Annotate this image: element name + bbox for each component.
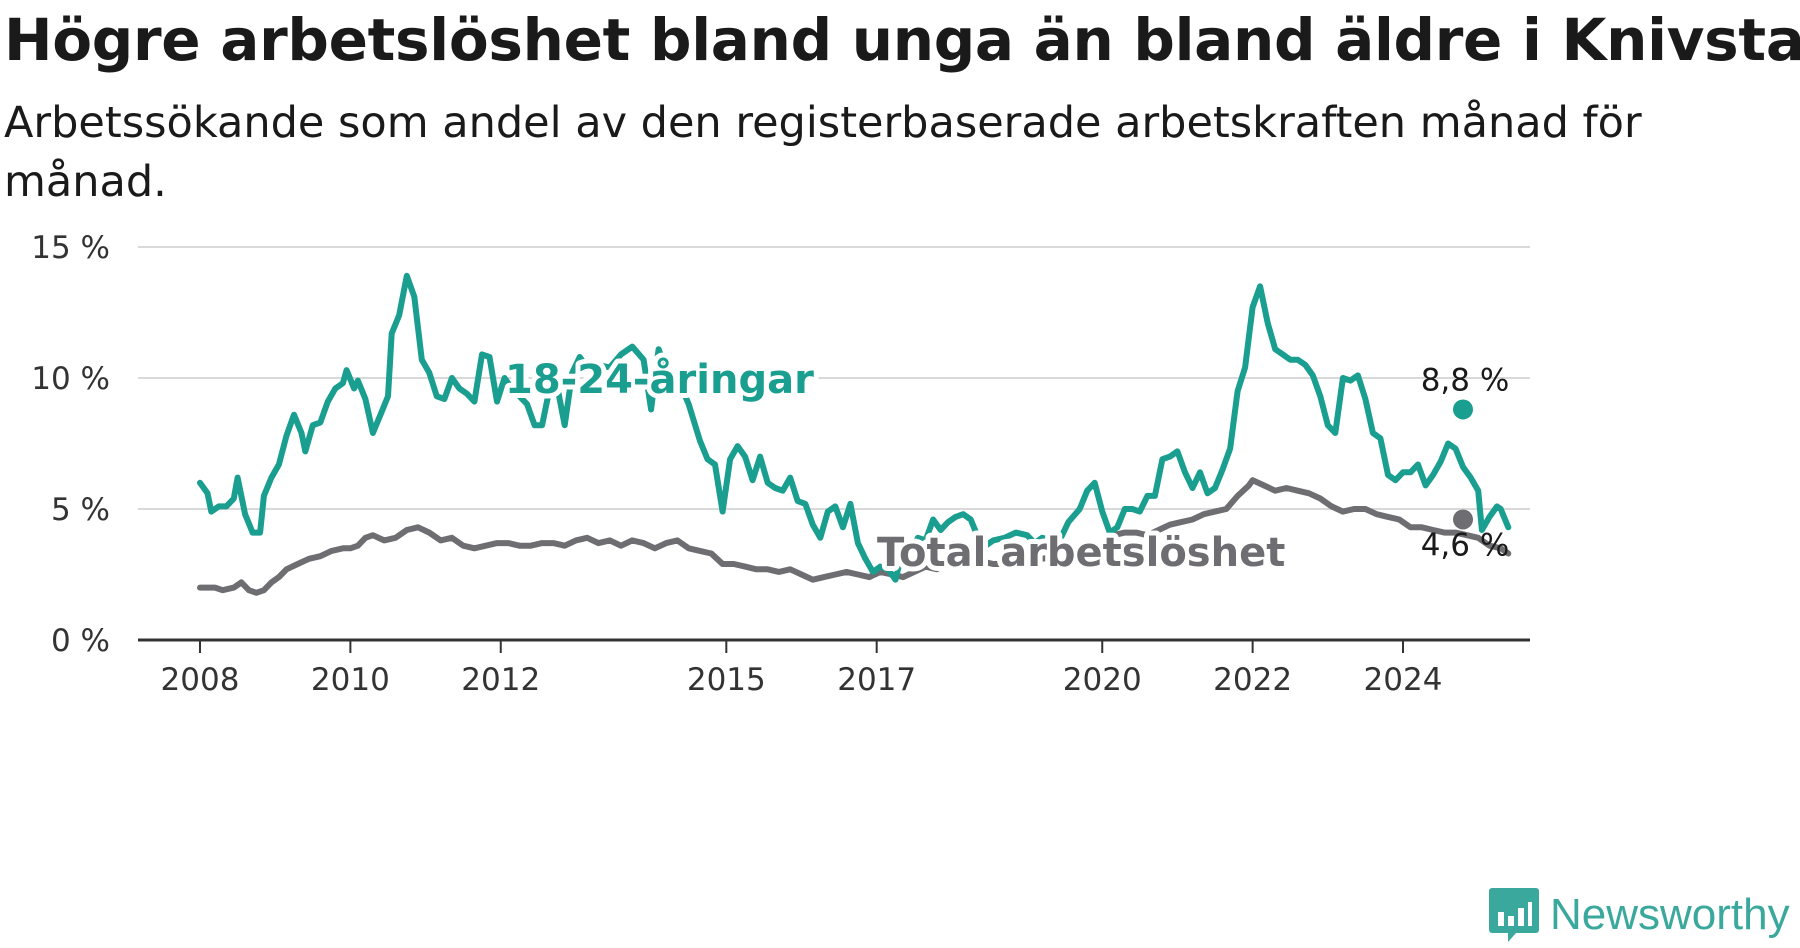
y-tick-label: 0 %: [51, 623, 110, 659]
series-line: [197, 477, 1512, 596]
brand-name: Newsworthy: [1550, 890, 1790, 939]
y-tick-label: 10 %: [31, 361, 110, 397]
x-tick-label: 2024: [1364, 662, 1443, 698]
y-tick-label: 15 %: [31, 230, 110, 266]
y-tick-label: 5 %: [51, 492, 110, 528]
page-title: Högre arbetslöshet bland unga än bland ä…: [4, 6, 1800, 74]
brand-logo: Newsworthy: [1488, 886, 1790, 944]
chart-labels: 18-24-åringar Total arbetslöshet 8,8 % 4,6 …: [500, 351, 1510, 581]
page-subtitle: Arbetssökande som andel av den registerb…: [4, 98, 1642, 207]
end-label-youth: 8,8 %: [1421, 362, 1510, 398]
end-dot-youth: [1453, 399, 1473, 420]
end-label-total: 4,6 %: [1421, 527, 1510, 563]
end-dot-total: [1453, 509, 1473, 530]
chart-lines: [197, 272, 1512, 596]
series-line: [197, 272, 1512, 583]
x-tick-label: 2012: [461, 662, 540, 698]
x-tick-label: 2017: [837, 662, 916, 698]
series-label-youth: 18-24-åringar: [505, 356, 814, 403]
x-tick-label: 2022: [1213, 662, 1292, 698]
x-tick-label: 2020: [1063, 662, 1142, 698]
x-tick-label: 2008: [161, 662, 240, 698]
x-tick-label: 2015: [687, 662, 766, 698]
newsworthy-logo-icon: [1489, 888, 1539, 942]
series-label-total: Total arbetslöshet: [877, 530, 1285, 576]
chart-axes: 0 % 5 % 10 % 15 % 2008 2010 2012 2015 2017 2020 20…: [31, 230, 1530, 698]
x-tick-label: 2010: [311, 662, 390, 698]
